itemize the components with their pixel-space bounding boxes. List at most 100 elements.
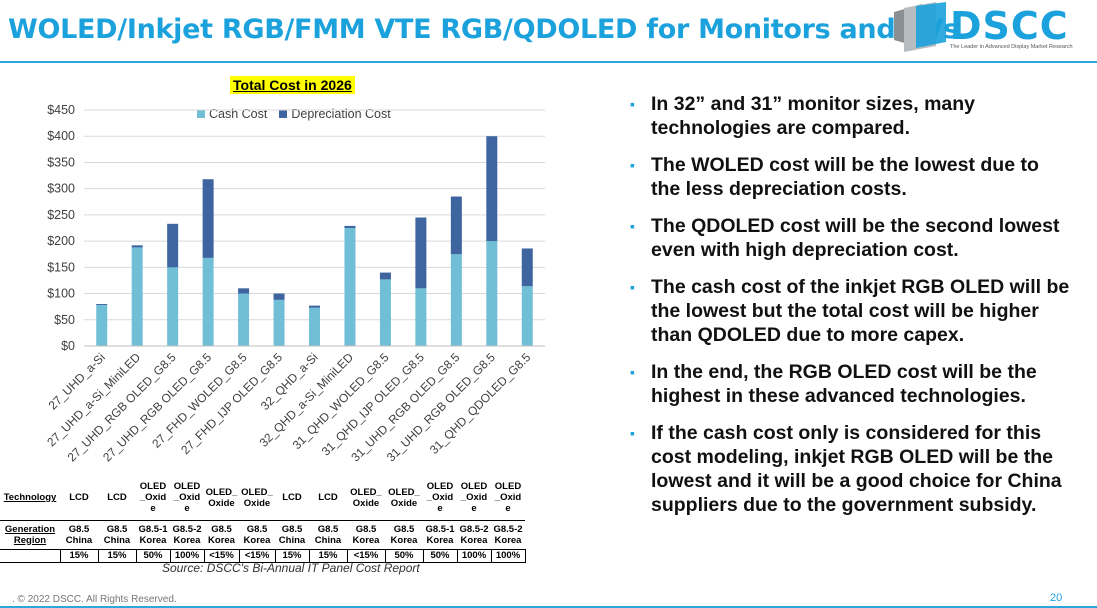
logo-wordmark: DSCC (950, 4, 1069, 48)
bar-cash-cost (486, 241, 498, 346)
table-cell-share: 15% (59, 548, 99, 563)
table-region-value: Korea (173, 534, 201, 546)
table-cell-generation: G8.5 Korea (385, 519, 423, 549)
y-tick-label: $250 (47, 208, 75, 222)
bar-cash-cost (309, 307, 320, 346)
bullet-item: ▪ The WOLED cost will be the lowest due t… (630, 153, 1070, 201)
title-divider (0, 61, 1097, 63)
bar-cash-cost (96, 305, 108, 346)
table-region-value: China (65, 534, 93, 546)
table-generation-value: G8.5 (355, 523, 377, 535)
table-generation-value: G8.5 (106, 523, 128, 535)
bar-cash-cost (415, 288, 427, 346)
table-row-technology: Technology LCD LCD OLED _Oxid e OLED _Oxid … (0, 476, 525, 520)
bullet-marker-icon: ▪ (630, 425, 635, 441)
table-cell-share: 100% (456, 548, 492, 563)
table-generation-value: G8.5 (211, 523, 232, 535)
page-number: 20 (1050, 592, 1063, 604)
y-tick-label: $350 (47, 155, 75, 169)
bullet-item: ▪ If the cash cost only is considered for… (630, 421, 1070, 517)
bullet-text: In 32” and 31” monitor sizes, many techn… (651, 93, 976, 139)
bullet-text: The QDOLED cost will be the second lowes… (651, 215, 1060, 261)
y-tick-label: $300 (47, 182, 75, 196)
table-generation-value: G8.5-2 (459, 523, 489, 535)
legend-swatch-cash (197, 110, 205, 118)
table-region-value: China (314, 534, 342, 546)
table-generation-value: G8.5 (246, 523, 268, 535)
logo-tagline: The Leader in Advanced Display Market Re… (950, 44, 1073, 50)
table-cell-generation: G8.5 China (60, 519, 98, 549)
footer-divider (0, 606, 1097, 608)
total-cost-chart: $0$50$100$150$200$250$300$350$400$45027_… (44, 103, 545, 464)
table-rowhead-technology: Technology (3, 492, 57, 504)
bullet-item: ▪ The cash cost of the inkjet RGB OLED wi… (630, 275, 1070, 347)
bar-depreciation-cost (96, 304, 108, 306)
table-cell-technology: OLED_ Oxide (388, 486, 420, 509)
bullet-marker-icon: ▪ (630, 364, 635, 380)
table-generation-value: G8.5 (68, 523, 90, 535)
table-cell-generation: G8.5 China (275, 519, 309, 549)
bar-depreciation-cost (131, 245, 143, 248)
bar-cash-cost (238, 293, 250, 346)
bullet-item: ▪ In 32” and 31” monitor sizes, many tech… (630, 92, 1070, 140)
table-region-value: China (103, 534, 131, 546)
table-cell-technology: OLED_ Oxide (241, 486, 273, 509)
bar-depreciation-cost (379, 272, 391, 280)
table-generation-value: G8.5-1 (425, 523, 455, 535)
bullet-text: In the end, the RGB OLED cost will be th… (651, 361, 1037, 407)
table-region-value: Korea (460, 534, 488, 546)
cost-assumption-table: Technology LCD LCD OLED _Oxid e OLED _Oxid … (0, 476, 526, 563)
table-region-value: Korea (243, 534, 271, 546)
y-tick-label: $400 (47, 129, 75, 143)
table-region-value: Korea (352, 534, 380, 546)
bar-cash-cost (202, 257, 214, 346)
table-generation-value: G8.5-1 (138, 523, 168, 535)
dscc-logo: DSCC The Leader in Advanced Display Mark… (892, 2, 1092, 56)
table-cell-share: <15% (346, 548, 386, 563)
bullet-text: The WOLED cost will be the lowest due to… (651, 154, 1039, 200)
bar-depreciation-cost (273, 293, 285, 300)
table-cell-technology: LCD (318, 492, 338, 504)
table-cell-generation: G8.5 Korea (347, 519, 385, 549)
table-cell-generation: G8.5-2 Korea (457, 519, 491, 549)
bullet-item: ▪ In the end, the RGB OLED cost will be t… (630, 360, 1070, 408)
bar-depreciation-cost (238, 288, 250, 294)
table-cell-share: 50% (422, 548, 458, 563)
table-row-generation: Generation Region G8.5 China G8.5 China G8.5… (0, 519, 525, 549)
slide-title: WOLED/Inkjet RGB/FMM VTE RGB/QDOLED for … (8, 14, 959, 45)
table-region-value: Korea (208, 534, 235, 546)
table-cell-technology: OLED _Oxid e (494, 481, 522, 515)
table-rowhead-share (0, 548, 60, 563)
y-tick-label: $150 (47, 260, 75, 274)
table-cell-technology: LCD (282, 492, 302, 504)
table-cell-generation: G8.5 China (98, 519, 136, 549)
bar-depreciation-cost (415, 217, 427, 289)
table-cell-generation: G8.5 China (309, 519, 347, 549)
bar-depreciation-cost (486, 136, 498, 242)
table-cell-generation: G8.5-1 Korea (136, 519, 170, 549)
table-generation-value: G8.5-2 (493, 523, 523, 535)
table-cell-generation: G8.5-1 Korea (423, 519, 457, 549)
table-region-value: Korea (139, 534, 167, 546)
table-generation-value: G8.5 (281, 523, 303, 535)
table-generation-value: G8.5 (317, 523, 339, 535)
bullet-text: The cash cost of the inkjet RGB OLED wil… (651, 276, 1070, 346)
bullet-marker-icon: ▪ (630, 218, 635, 234)
bar-depreciation-cost (309, 305, 320, 308)
table-cell-technology: OLED _Oxid e (426, 481, 454, 515)
table-region-value: Korea (426, 534, 454, 546)
legend-swatch-depreciation (279, 110, 288, 118)
table-cell-generation: G8.5 Korea (204, 519, 239, 549)
table-cell-share: 15% (97, 548, 137, 563)
bar-cash-cost (450, 254, 462, 346)
chart-source: Source: DSCC's Bi-Annual IT Panel Cost R… (162, 561, 420, 575)
y-tick-label: $0 (61, 339, 75, 353)
table-cell-share: 15% (274, 548, 310, 563)
table-row-share: 15% 15% 50% 100% <15% <15% 15% 15% <15% 50% 50% 100… (0, 548, 526, 563)
bar-cash-cost (521, 286, 533, 346)
bar-depreciation-cost (521, 248, 533, 287)
bar-depreciation-cost (344, 225, 356, 228)
table-cell-technology: OLED _Oxid e (173, 481, 201, 515)
y-tick-label: $50 (54, 313, 75, 327)
bar-depreciation-cost (202, 179, 214, 258)
